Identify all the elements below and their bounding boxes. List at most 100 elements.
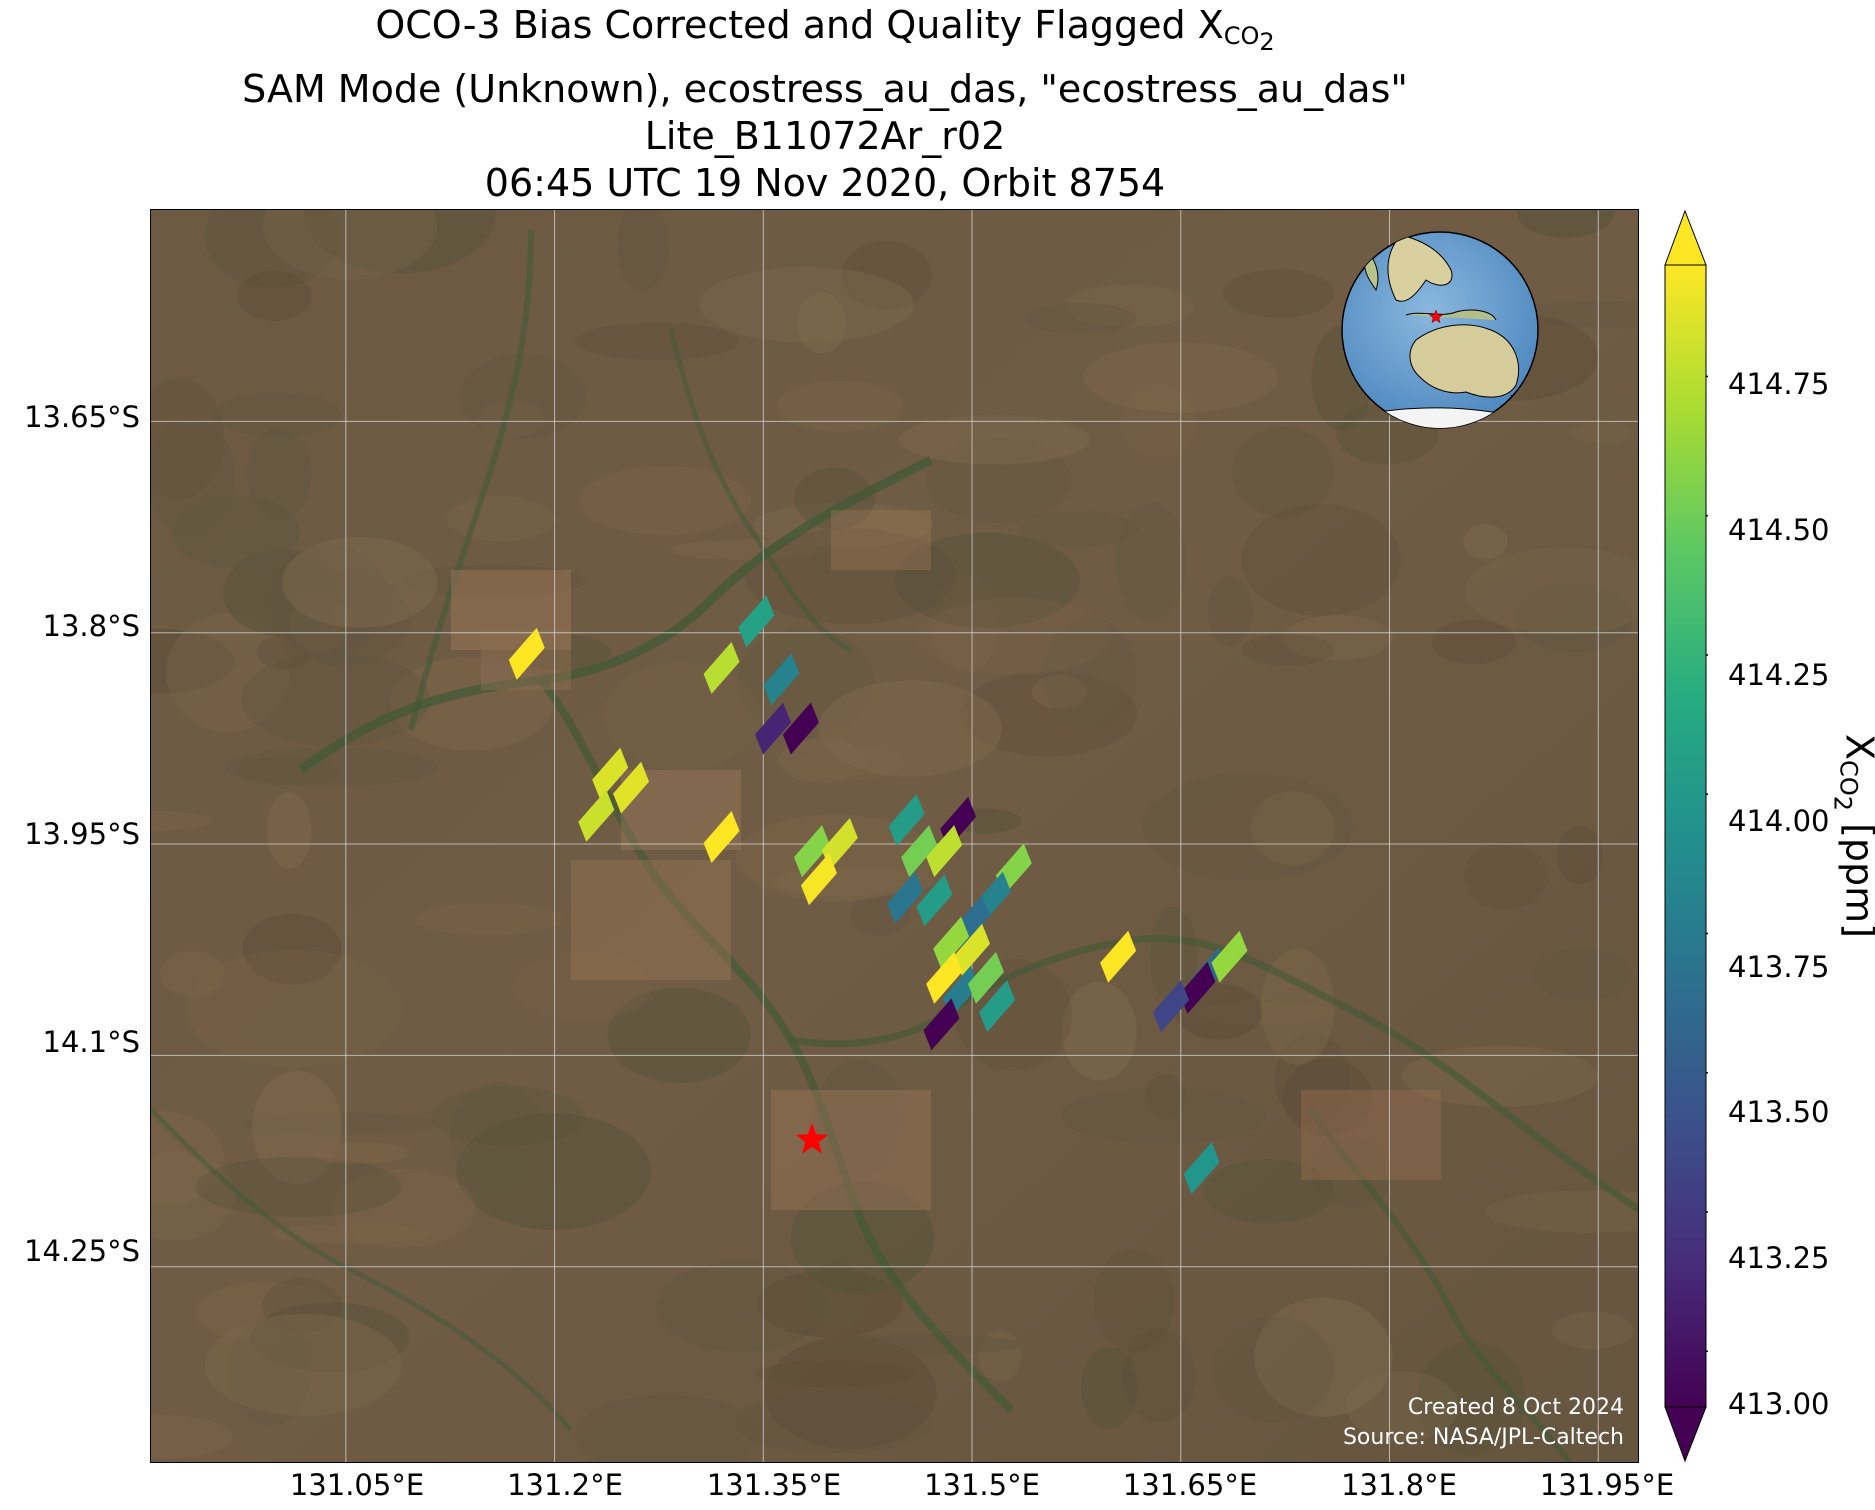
terrain-patch (513, 952, 652, 1022)
terrain-patch (1282, 1058, 1373, 1137)
lat-tick-label: 14.1°S (42, 1025, 140, 1059)
terrain-patch (1144, 1074, 1188, 1120)
terrain-patch (1485, 1190, 1638, 1233)
terrain-patch (262, 210, 438, 280)
colorbar-title-sub: CO (1834, 760, 1863, 796)
terrain-patch (1017, 510, 1138, 548)
lon-tick-label: 131.35°E (706, 1468, 842, 1502)
terrain-patch (1241, 633, 1335, 667)
lon-tick-label: 131.05°E (289, 1468, 425, 1502)
terrain-patch (1463, 842, 1549, 911)
colorbar-title-suffix: [ppm] (1837, 823, 1875, 938)
terrain-patch (1061, 981, 1137, 1081)
colorbar-extend-max (1664, 209, 1707, 266)
colorbar-tick-label: 413.50 (1728, 1095, 1830, 1129)
xco2-sounding (979, 980, 1016, 1033)
terrain-patch (1552, 1311, 1634, 1350)
terrain-patch (1122, 1327, 1196, 1424)
terrain-patch (151, 629, 235, 694)
lat-tick-label: 13.95°S (24, 817, 140, 851)
terrain-patch (795, 745, 904, 781)
xco2-soundings (508, 595, 1248, 1195)
terrain-patch (279, 570, 411, 666)
xco2-sounding (926, 825, 963, 878)
terrain-patch (1251, 791, 1335, 866)
terrain-patch (1065, 284, 1195, 328)
colorbar (1664, 209, 1708, 1463)
terrain-patch (1141, 773, 1354, 881)
map-canvas (151, 210, 1638, 1462)
target-marker (795, 1122, 829, 1154)
xco2-sounding (703, 641, 740, 694)
title-line2: SAM Mode (Unknown), ecostress_au_das, "e… (242, 67, 1408, 111)
terrain-patch (778, 739, 866, 783)
terrain-patch (1149, 906, 1198, 1006)
terrain-patch (1093, 1249, 1175, 1352)
terrain-patch (617, 210, 669, 292)
lon-tick-label: 131.5°E (924, 1468, 1040, 1502)
terrain-patch (256, 635, 312, 670)
terrain-patch (1465, 547, 1638, 634)
terrain-patch (1431, 619, 1516, 665)
lat-tick-label: 14.25°S (24, 1234, 140, 1268)
terrain-patch (1207, 576, 1253, 646)
terrain-patch (1203, 1159, 1334, 1224)
xco2-sounding (1153, 980, 1190, 1033)
terrain-patch (413, 903, 564, 936)
colorbar-tick-label: 414.75 (1728, 367, 1830, 401)
map-panel: Created 8 Oct 2024 Source: NASA/JPL-Calt… (150, 209, 1639, 1463)
title-sub: CO (1223, 22, 1260, 50)
terrain-patch (776, 380, 904, 432)
xco2-sounding (916, 874, 953, 927)
terrain-patch (1213, 1316, 1334, 1423)
xco2-sounding (508, 627, 545, 680)
river-network (151, 229, 1638, 1462)
xco2-sounding (923, 998, 960, 1051)
terrain-patch (1282, 615, 1393, 661)
terrain-patch (574, 1394, 761, 1462)
xco2-sounding (782, 702, 819, 755)
xco2-sounding (763, 653, 800, 706)
terrain-patch (926, 437, 1072, 524)
terrain-patch (446, 496, 554, 542)
lat-tick-label: 13.65°S (24, 400, 140, 434)
terrain-patch (1116, 502, 1187, 622)
colorbar-tick-label: 414.00 (1728, 804, 1830, 838)
terrain-patch (1081, 1346, 1138, 1430)
terrain-patch (266, 792, 312, 869)
terrain-patch (228, 1317, 312, 1426)
terrain-patch (1571, 422, 1634, 444)
title-sub2: 2 (1259, 28, 1275, 56)
lon-tick-label: 131.8°E (1341, 1468, 1457, 1502)
lon-tick-label: 131.65°E (1122, 1468, 1258, 1502)
terrain-patch (233, 756, 342, 786)
terrain-patch (151, 1111, 225, 1206)
terrain-texture (151, 210, 1638, 1462)
terrain-patch (237, 270, 312, 321)
terrain-patch (764, 1335, 937, 1450)
terrain-patch (656, 1261, 827, 1352)
colorbar-gradient (1664, 264, 1707, 1408)
terrain-patch (151, 379, 225, 499)
terrain-patch (456, 1113, 651, 1230)
xco2-sounding (926, 951, 963, 1004)
terrain-patch (460, 353, 586, 440)
terrain-patch (794, 467, 875, 530)
credit-source: Source: NASA/JPL-Caltech (1342, 1425, 1624, 1450)
xco2-sounding (592, 747, 629, 800)
colorbar-title-prefix: X (1838, 734, 1875, 760)
terrain-patch (307, 1141, 411, 1164)
xco2-sounding (738, 595, 775, 648)
terrain-patch (1401, 1045, 1599, 1107)
terrain-patch (478, 400, 546, 437)
terrain-patch (1417, 1341, 1526, 1457)
lat-tick-label: 13.8°S (42, 609, 140, 643)
terrain-patch (242, 913, 342, 985)
lon-tick-label: 131.95°E (1539, 1468, 1675, 1502)
terrain-patch (960, 671, 1138, 757)
xco2-sounding (887, 871, 924, 924)
credit-created: Created 8 Oct 2024 (1407, 1395, 1624, 1420)
colorbar-title: XCO2 [ppm] (1829, 734, 1875, 938)
terrain-patch (978, 1330, 1022, 1382)
terrain-patch (1232, 426, 1335, 517)
